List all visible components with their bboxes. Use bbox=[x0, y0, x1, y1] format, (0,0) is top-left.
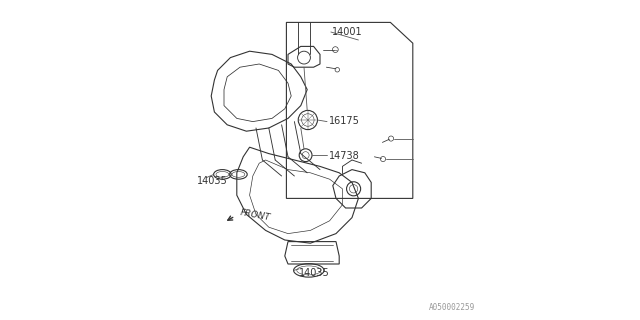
Text: 16175: 16175 bbox=[329, 116, 360, 126]
Text: FRONT: FRONT bbox=[239, 208, 271, 222]
Text: A050002259: A050002259 bbox=[429, 303, 475, 312]
Text: 14001: 14001 bbox=[332, 27, 362, 37]
Text: 14035: 14035 bbox=[197, 176, 228, 186]
Text: 14738: 14738 bbox=[329, 150, 360, 161]
Text: 14035: 14035 bbox=[300, 268, 330, 278]
